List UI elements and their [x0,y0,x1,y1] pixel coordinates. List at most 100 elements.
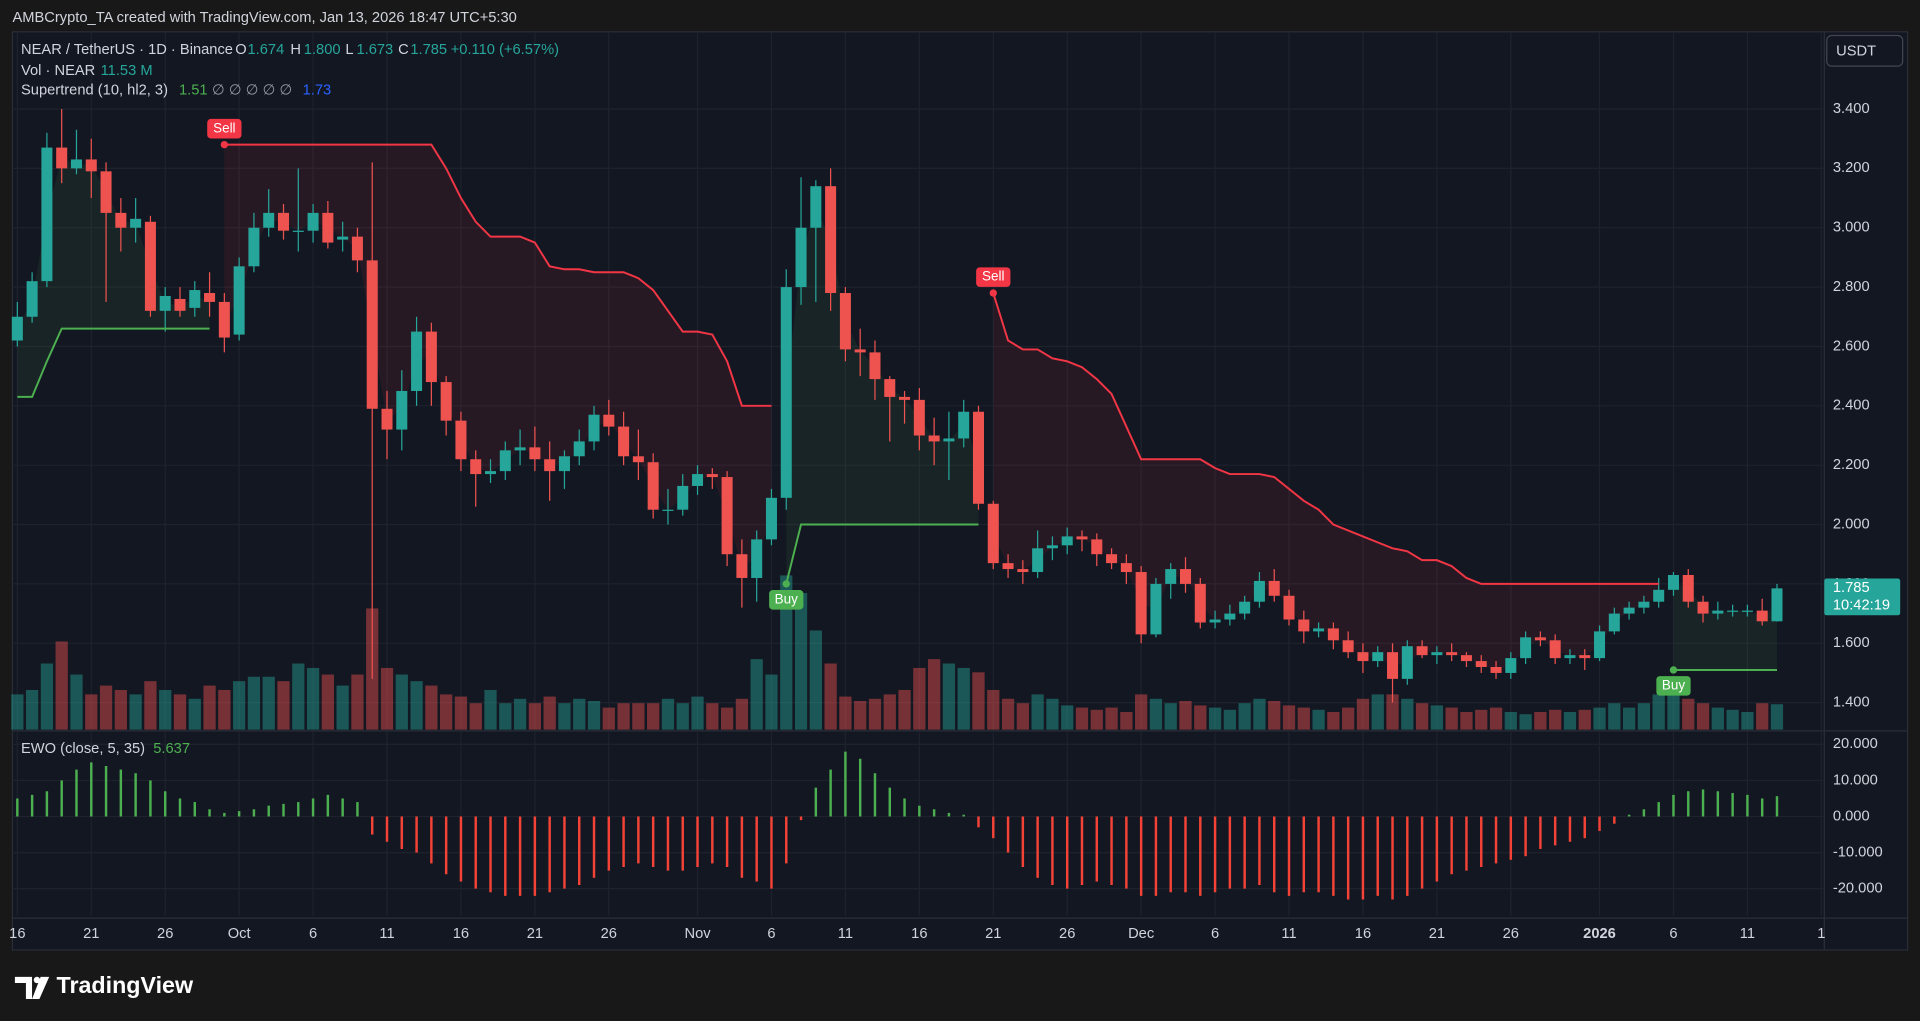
volume-bar [1460,712,1473,730]
volume-bar [11,694,24,730]
volume-bar [425,685,438,730]
volume-bar [1637,703,1651,730]
supertrend-na: ∅ ∅ ∅ ∅ ∅ [212,82,292,98]
currency-button[interactable]: USDT [1826,34,1904,67]
candle-body [869,352,881,380]
candle-body [514,447,526,451]
supertrend-value: 1.73 [303,82,332,98]
volume-bar [70,674,83,730]
legend-label: L [345,42,353,58]
volume-bar [1001,698,1015,730]
x-tick-label: 16 [453,926,469,942]
legend-value: 1.673 [356,42,393,58]
candle-body [825,186,837,294]
x-tick-label: Nov [684,926,711,942]
candle-body [322,212,334,243]
volume-bar [1756,703,1769,730]
y-tick-label: 20.000 [1833,736,1878,752]
volume-bar [380,667,394,730]
volume-bar [188,698,201,730]
signal-label: Sell [982,269,1004,284]
volume-bar [942,663,956,730]
volume-bar [587,700,601,730]
logo-icon [33,976,41,984]
candle-body [130,218,142,228]
volume-bar [1445,707,1458,730]
candle-body [189,290,201,308]
candle-body [618,426,630,457]
candle-body [1520,637,1532,659]
currency-label[interactable]: USDT [1836,43,1876,59]
volume-bar [824,663,837,730]
volume-bar [676,703,689,730]
volume-bar [913,667,926,730]
candle-body [1061,536,1073,546]
volume-bar [454,696,468,730]
volume-bar [1489,707,1503,730]
candle-body [1579,655,1591,659]
candle-body [1179,569,1192,584]
volume-bar [277,681,290,730]
volume-bar [1342,707,1355,730]
candle-body [913,399,925,436]
candle-body [987,503,999,564]
price-tag-value: 1.785 [1833,580,1870,596]
volume-bar [1105,707,1118,730]
candle-body [115,212,127,228]
volume-bar [854,700,867,730]
candle-body [1342,640,1354,653]
volume-bar [898,689,911,730]
x-tick-label: 11 [1740,926,1755,942]
candle-body [603,414,615,427]
y-tick-label: 2.400 [1833,398,1870,414]
signal-badge [207,118,242,139]
volume-bar [306,667,320,730]
x-tick-label: 16 [911,926,927,942]
candle-body [174,298,186,311]
candle-body [1505,658,1517,673]
signal-label: Buy [775,591,798,606]
candle-body [958,411,970,439]
legend-value: 1.785 [410,42,447,58]
volume-bar [233,681,246,730]
volume-bar [173,694,187,730]
volume-bar [1563,712,1577,730]
volume-bar [1741,712,1754,730]
volume-bar [1770,704,1784,730]
x-tick-label: 26 [601,926,617,942]
x-tick-label: 26 [157,926,173,942]
candle-body [1313,628,1325,632]
volume-bar [750,659,763,730]
trend-fill [993,293,1659,670]
x-tick-label: 26 [1059,926,1075,942]
volume-bar [55,641,68,730]
candle-body [1416,646,1428,656]
volume-bar [484,689,497,730]
candle-body [1135,572,1147,635]
candle-body [1741,610,1753,612]
volume-bar [144,681,157,730]
y-tick-label: 1.400 [1833,695,1870,711]
candle-body [1283,595,1295,620]
signal-dot [1669,666,1678,674]
volume-bar [1622,707,1636,730]
candle-body [425,331,437,383]
x-tick-label: 11 [838,926,853,942]
candle-body [1076,536,1088,540]
candle-body [1446,652,1458,656]
candle-body [588,414,600,442]
candle-body [1771,588,1783,622]
volume-bar [1371,694,1384,730]
candle-body [1549,640,1561,659]
currency-button-frame[interactable] [1826,34,1904,67]
signal-dot [220,140,229,149]
candle-body [233,266,245,335]
x-tick-label: 16 [1355,926,1371,942]
candle-body [1490,667,1502,673]
candle-body [204,293,216,302]
x-tick-label: 6 [767,926,775,942]
candle-body [455,420,467,460]
volume-bar [1090,709,1103,730]
legend-label: C [398,42,409,58]
